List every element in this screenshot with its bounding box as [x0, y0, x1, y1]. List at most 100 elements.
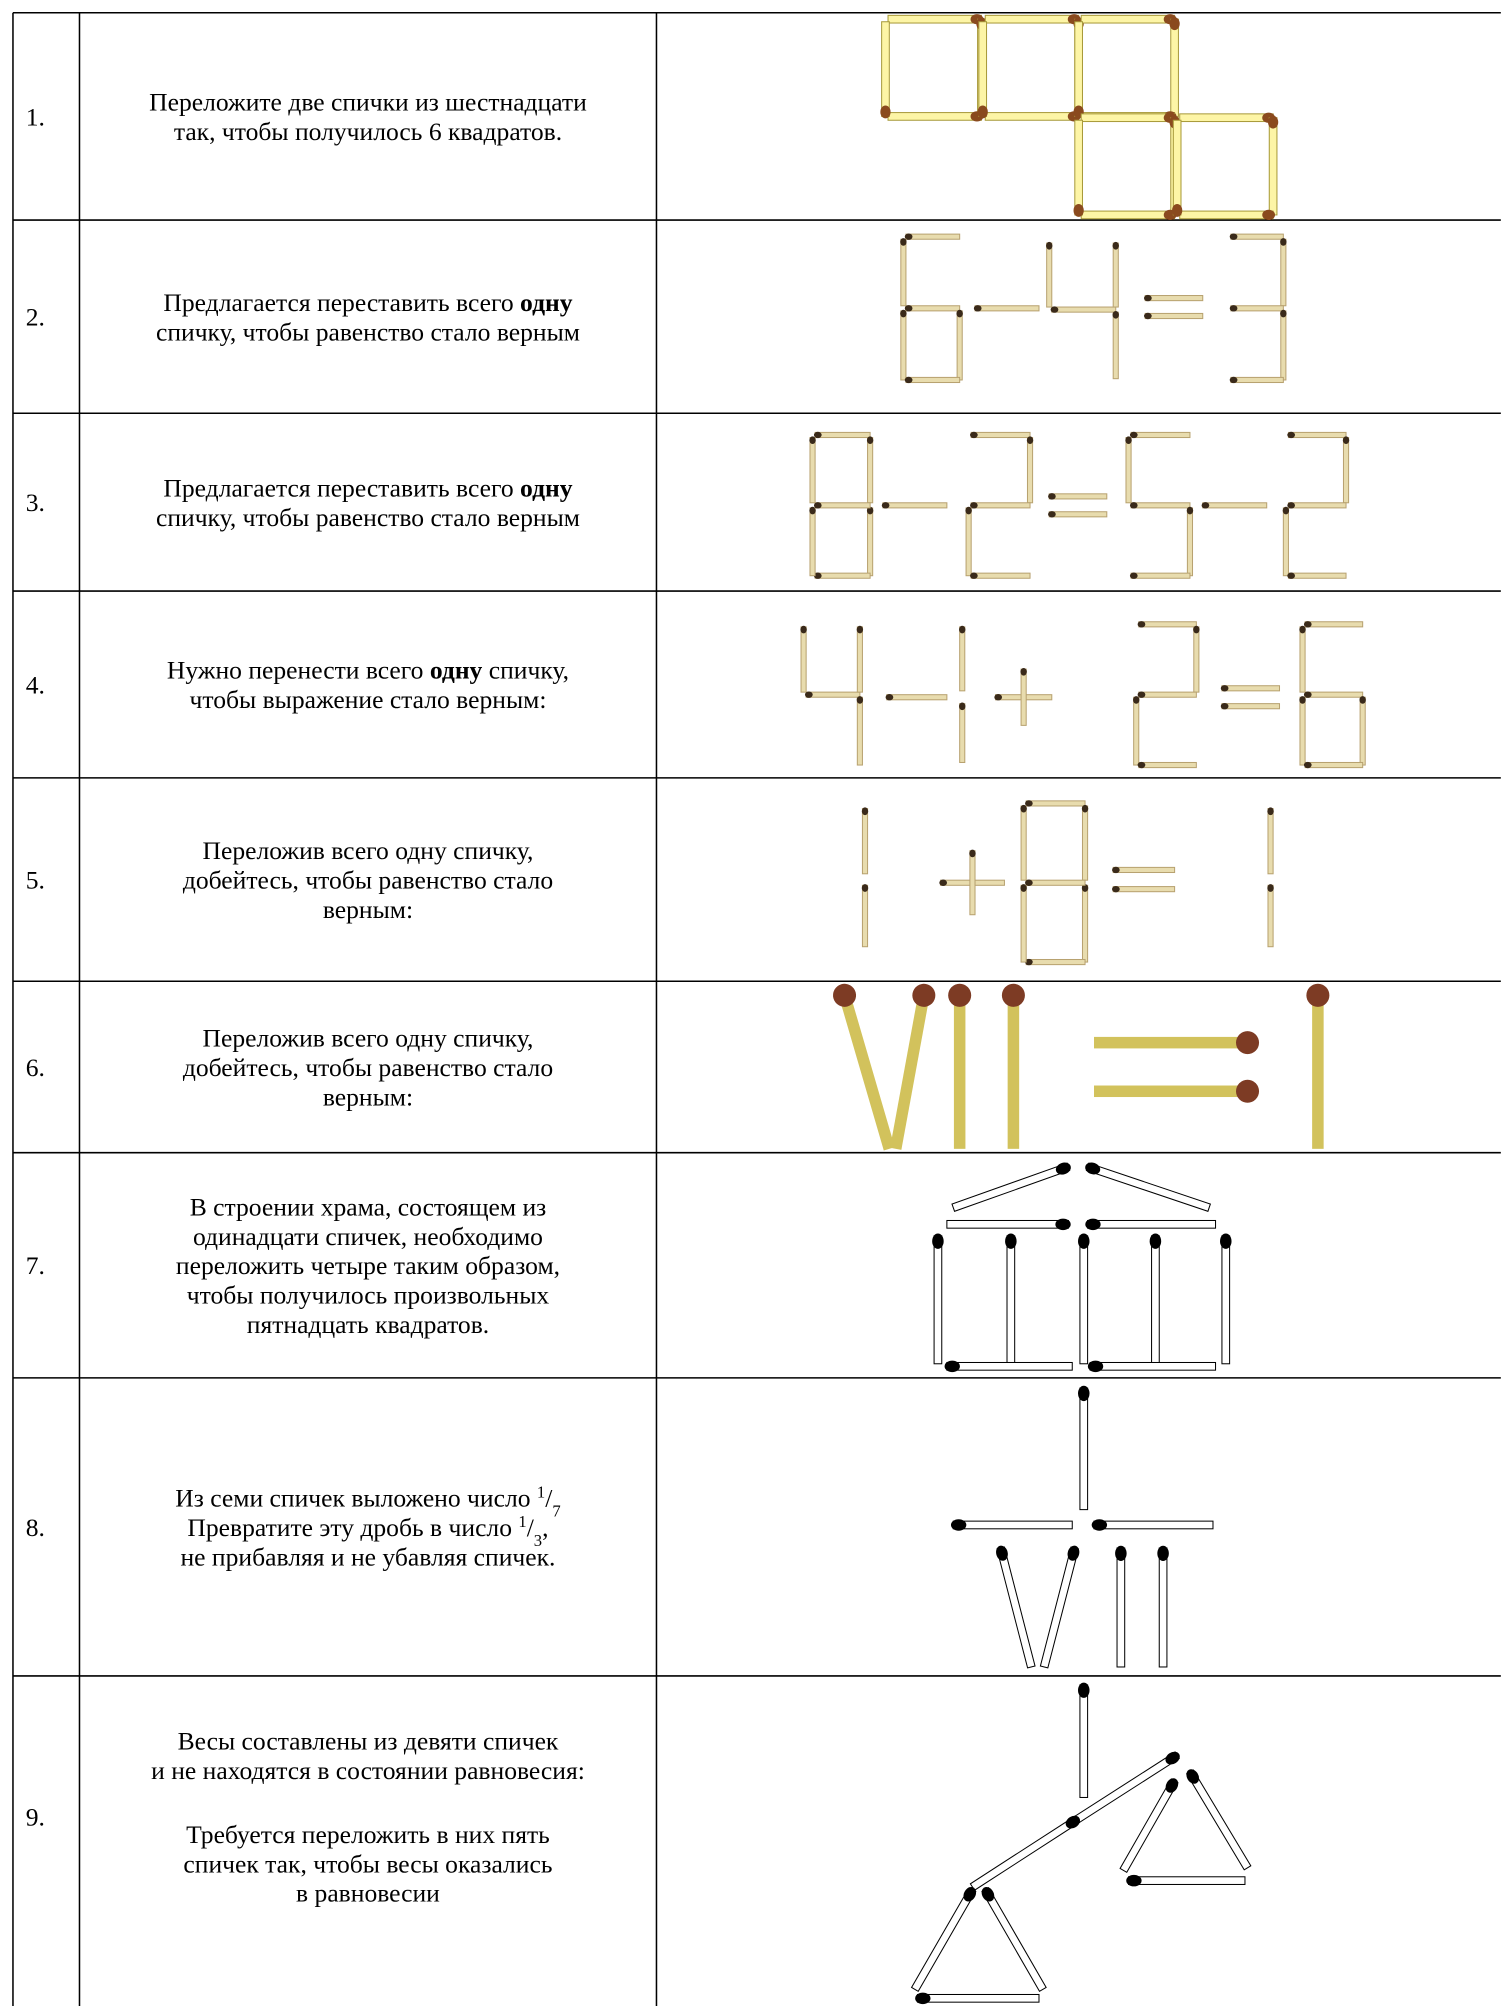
match-stick: [1230, 376, 1284, 384]
match: [970, 431, 1031, 439]
match: [1299, 696, 1306, 766]
match-head: [1144, 294, 1152, 302]
match-stick: [1051, 306, 1117, 313]
match-head: [1005, 1233, 1017, 1249]
match-head: [1359, 696, 1366, 704]
row-text: спичку, чтобы равенство стало верным: [156, 317, 580, 346]
match-stick: [905, 305, 961, 312]
match-head: [1262, 209, 1276, 221]
match-stick: [951, 1162, 1071, 1212]
text-segment: Переложив всего одну спичку,: [203, 1023, 534, 1052]
match-head: [1280, 238, 1287, 246]
row-text: чтобы выражение стало верным:: [190, 685, 547, 714]
match-head: [1055, 1162, 1071, 1175]
match-head: [1112, 866, 1120, 874]
match-stick: [1312, 995, 1324, 1149]
match-stick: [959, 703, 966, 763]
match: [866, 506, 874, 577]
match-head: [1267, 115, 1279, 129]
match: [1129, 431, 1191, 439]
match: [1267, 115, 1279, 216]
match: [1115, 1545, 1127, 1668]
match: [1172, 119, 1183, 217]
match: [1144, 294, 1204, 302]
match: [973, 305, 1040, 312]
match: [1085, 1218, 1217, 1231]
row-text: Превратите эту дробь в число 1/3,: [187, 1511, 548, 1549]
text-segment: 1: [537, 1482, 545, 1501]
match: [1094, 1079, 1260, 1103]
match-stick: [1304, 761, 1364, 769]
match-stick: [1087, 1219, 1217, 1229]
match-head: [970, 572, 978, 579]
match-head: [1125, 436, 1132, 445]
match: [1087, 1360, 1217, 1373]
match-head: [856, 696, 864, 704]
row-text: так, чтобы получилось 6 квадратов.: [174, 117, 562, 146]
match-head: [1186, 506, 1194, 515]
match: [1078, 1682, 1090, 1798]
match-head: [1126, 1874, 1142, 1887]
match-stick: [984, 14, 1080, 24]
match-stick: [890, 994, 930, 1150]
text-segment: Нужно перенести всего: [167, 656, 430, 685]
match-head: [804, 691, 813, 698]
match-head: [1186, 1769, 1200, 1784]
match-head: [981, 1886, 995, 1902]
match: [900, 309, 907, 381]
match-stick: [1144, 295, 1204, 302]
match: [1185, 1769, 1252, 1871]
match-stick: [978, 21, 988, 117]
match-stick: [1230, 233, 1284, 240]
match-head: [1020, 667, 1027, 676]
match: [1025, 958, 1086, 966]
match-stick: [1280, 310, 1287, 381]
match: [856, 625, 864, 693]
text-segment: /: [527, 1513, 535, 1542]
text-segment: спичку, чтобы равенство стало верным: [156, 317, 580, 346]
match: [809, 436, 816, 504]
match: [1137, 621, 1197, 628]
text-segment: 7: [552, 1501, 560, 1520]
match-head: [1050, 306, 1059, 313]
match-head: [1287, 431, 1295, 439]
match-stick: [1287, 431, 1347, 439]
match-head: [948, 983, 972, 1007]
match-stick: [814, 572, 871, 579]
row-number: 4.: [26, 670, 45, 699]
match-stick: [867, 507, 874, 577]
match-head: [813, 502, 822, 509]
match-stick: [1267, 884, 1274, 948]
row-text: в равновесии: [296, 1879, 440, 1908]
match-stick: [867, 437, 874, 504]
match: [890, 983, 936, 1150]
match: [1020, 667, 1027, 726]
match-stick: [839, 993, 895, 1151]
match: [1229, 305, 1284, 312]
match-stick: [1079, 1684, 1089, 1798]
row-text: В строении храма, состоящем из: [190, 1192, 547, 1221]
match-stick: [881, 21, 890, 117]
text-segment: Предлагается переставить всего: [163, 473, 520, 502]
text-segment: спичку, чтобы равенство стало верным: [156, 503, 580, 532]
match-stick: [1048, 493, 1108, 500]
match-stick: [1179, 210, 1274, 220]
match: [1179, 209, 1276, 221]
row-text: верным:: [323, 895, 413, 924]
match: [969, 1815, 1081, 1891]
match-stick: [1158, 1547, 1168, 1668]
match-stick: [1020, 668, 1027, 726]
match: [809, 506, 816, 577]
match-stick: [1268, 117, 1278, 216]
match-head: [1073, 204, 1084, 217]
match-stick: [1185, 1769, 1252, 1871]
match-head: [1236, 1031, 1260, 1055]
match-stick: [1130, 572, 1191, 579]
match: [880, 21, 891, 119]
match-head: [813, 431, 822, 439]
text-segment: переложить четыре таким образом,: [176, 1251, 560, 1280]
match-head: [1144, 312, 1152, 320]
match: [1287, 431, 1347, 439]
match-head: [880, 105, 891, 119]
